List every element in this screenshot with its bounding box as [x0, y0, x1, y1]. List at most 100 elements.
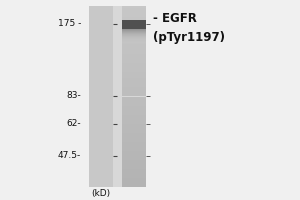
FancyBboxPatch shape — [122, 173, 146, 176]
FancyBboxPatch shape — [122, 135, 146, 137]
FancyBboxPatch shape — [122, 11, 146, 13]
FancyBboxPatch shape — [122, 112, 146, 115]
FancyBboxPatch shape — [122, 29, 146, 31]
FancyBboxPatch shape — [122, 99, 146, 101]
FancyBboxPatch shape — [122, 108, 146, 110]
FancyBboxPatch shape — [122, 17, 146, 20]
FancyBboxPatch shape — [122, 29, 146, 30]
FancyBboxPatch shape — [122, 146, 146, 149]
FancyBboxPatch shape — [122, 167, 146, 169]
Text: (pTyr1197): (pTyr1197) — [153, 30, 225, 44]
FancyBboxPatch shape — [122, 155, 146, 158]
FancyBboxPatch shape — [122, 33, 146, 35]
FancyBboxPatch shape — [122, 72, 146, 74]
FancyBboxPatch shape — [122, 126, 146, 128]
FancyBboxPatch shape — [122, 94, 146, 96]
FancyBboxPatch shape — [122, 35, 146, 36]
FancyBboxPatch shape — [122, 47, 146, 49]
FancyBboxPatch shape — [122, 101, 146, 103]
FancyBboxPatch shape — [122, 51, 146, 54]
FancyBboxPatch shape — [122, 67, 146, 69]
FancyBboxPatch shape — [122, 31, 146, 32]
FancyBboxPatch shape — [122, 110, 146, 112]
FancyBboxPatch shape — [122, 15, 146, 17]
FancyBboxPatch shape — [122, 6, 146, 8]
FancyBboxPatch shape — [122, 60, 146, 63]
FancyBboxPatch shape — [122, 160, 146, 162]
Text: 175 -: 175 - — [58, 20, 81, 28]
FancyBboxPatch shape — [122, 58, 146, 60]
FancyBboxPatch shape — [122, 78, 146, 81]
FancyBboxPatch shape — [122, 149, 146, 151]
Text: 62-: 62- — [66, 119, 81, 129]
FancyBboxPatch shape — [122, 69, 146, 72]
FancyBboxPatch shape — [122, 176, 146, 178]
FancyBboxPatch shape — [122, 38, 146, 39]
FancyBboxPatch shape — [122, 49, 146, 51]
FancyBboxPatch shape — [122, 162, 146, 164]
FancyBboxPatch shape — [122, 13, 146, 15]
FancyBboxPatch shape — [122, 87, 146, 90]
Text: 83-: 83- — [66, 92, 81, 100]
FancyBboxPatch shape — [122, 74, 146, 76]
FancyBboxPatch shape — [122, 178, 146, 180]
FancyBboxPatch shape — [122, 119, 146, 121]
FancyBboxPatch shape — [122, 35, 146, 38]
FancyBboxPatch shape — [122, 42, 146, 43]
FancyBboxPatch shape — [122, 8, 146, 11]
FancyBboxPatch shape — [122, 42, 146, 44]
Text: (kD): (kD) — [91, 189, 110, 198]
FancyBboxPatch shape — [122, 171, 146, 173]
FancyBboxPatch shape — [122, 97, 146, 99]
FancyBboxPatch shape — [122, 115, 146, 117]
FancyBboxPatch shape — [122, 133, 146, 135]
Text: 47.5-: 47.5- — [58, 152, 81, 160]
FancyBboxPatch shape — [122, 182, 146, 185]
FancyBboxPatch shape — [122, 44, 146, 47]
FancyBboxPatch shape — [122, 180, 146, 182]
FancyBboxPatch shape — [122, 39, 146, 41]
FancyBboxPatch shape — [122, 20, 146, 29]
FancyBboxPatch shape — [122, 142, 146, 144]
FancyBboxPatch shape — [122, 128, 146, 130]
FancyBboxPatch shape — [122, 137, 146, 139]
FancyBboxPatch shape — [122, 38, 146, 40]
FancyBboxPatch shape — [122, 158, 146, 160]
FancyBboxPatch shape — [122, 169, 146, 171]
FancyBboxPatch shape — [122, 30, 146, 31]
FancyBboxPatch shape — [122, 92, 146, 94]
FancyBboxPatch shape — [122, 43, 146, 44]
FancyBboxPatch shape — [122, 31, 146, 33]
FancyBboxPatch shape — [122, 20, 146, 22]
FancyBboxPatch shape — [122, 185, 146, 187]
FancyBboxPatch shape — [122, 103, 146, 106]
FancyBboxPatch shape — [122, 34, 146, 35]
FancyBboxPatch shape — [122, 63, 146, 65]
Text: - EGFR: - EGFR — [153, 12, 197, 25]
FancyBboxPatch shape — [122, 106, 146, 108]
FancyBboxPatch shape — [122, 117, 146, 119]
FancyBboxPatch shape — [122, 139, 146, 142]
FancyBboxPatch shape — [122, 54, 146, 56]
FancyBboxPatch shape — [122, 130, 146, 133]
FancyBboxPatch shape — [122, 153, 146, 155]
FancyBboxPatch shape — [122, 76, 146, 78]
FancyBboxPatch shape — [122, 65, 146, 67]
FancyBboxPatch shape — [122, 41, 146, 42]
FancyBboxPatch shape — [122, 85, 146, 87]
FancyBboxPatch shape — [122, 26, 146, 29]
FancyBboxPatch shape — [88, 6, 112, 187]
FancyBboxPatch shape — [88, 6, 146, 187]
FancyBboxPatch shape — [122, 22, 146, 24]
FancyBboxPatch shape — [122, 40, 146, 42]
FancyBboxPatch shape — [122, 90, 146, 92]
FancyBboxPatch shape — [122, 124, 146, 126]
FancyBboxPatch shape — [122, 81, 146, 83]
FancyBboxPatch shape — [122, 24, 146, 26]
FancyBboxPatch shape — [122, 151, 146, 153]
FancyBboxPatch shape — [122, 37, 146, 38]
FancyBboxPatch shape — [122, 164, 146, 167]
FancyBboxPatch shape — [122, 36, 146, 37]
FancyBboxPatch shape — [122, 32, 146, 33]
FancyBboxPatch shape — [122, 144, 146, 146]
